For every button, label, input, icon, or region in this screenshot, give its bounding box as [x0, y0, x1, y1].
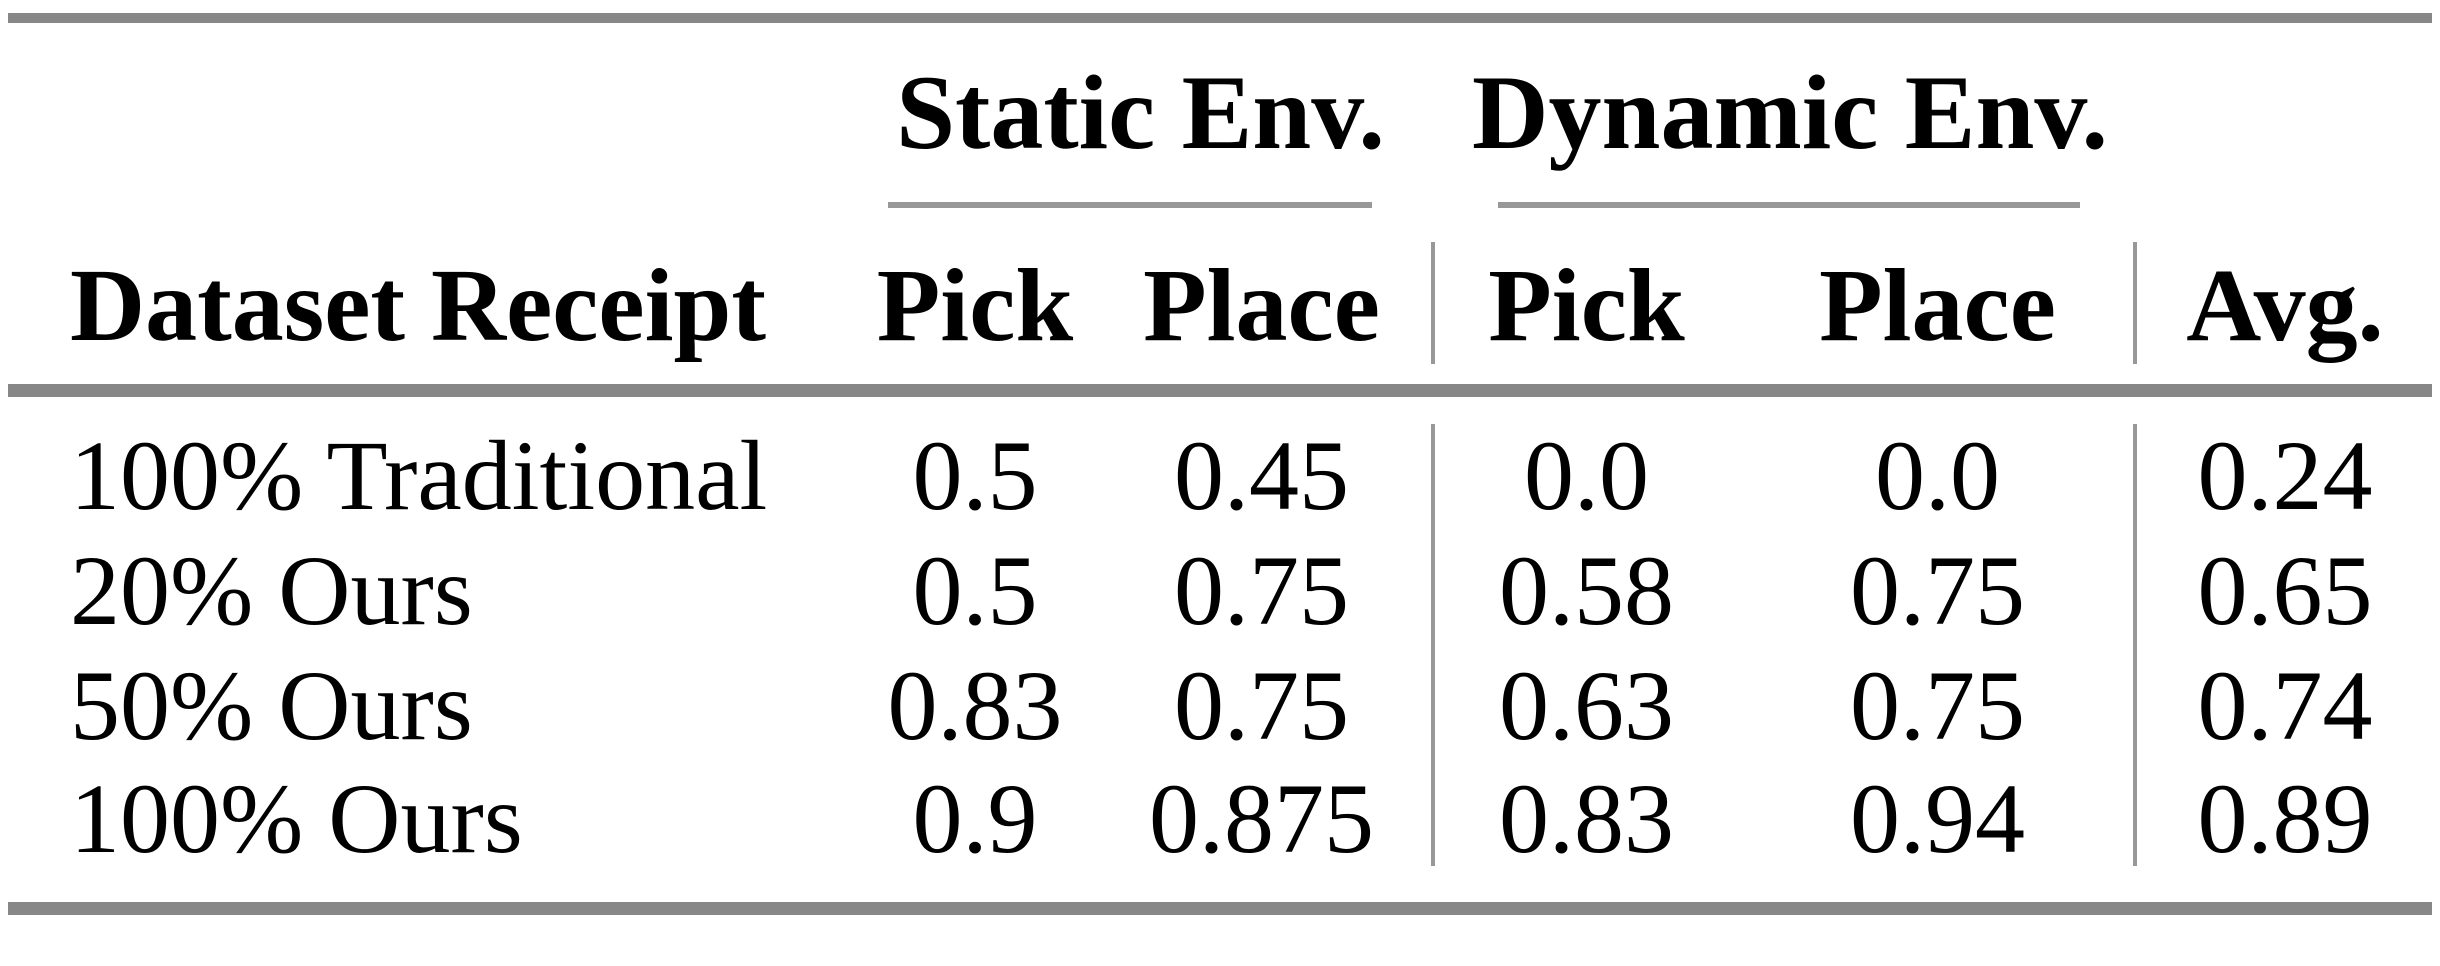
cell-dynamic-pick: 0.83 [1499, 763, 1674, 874]
table-header-row: Dataset Receipt Pick Place Pick Place Av… [0, 240, 2440, 370]
row-label: 20% Ours [70, 535, 473, 646]
header-dynamic-place: Place [1819, 247, 2056, 363]
cell-static-place: 0.875 [1149, 763, 1374, 874]
table-bottom-rule [8, 902, 2432, 915]
table-row: 50% Ours 0.83 0.75 0.63 0.75 0.74 [0, 648, 2440, 763]
row-label: 50% Ours [70, 650, 473, 761]
cell-avg: 0.65 [2197, 535, 2373, 646]
row-label: 100% Traditional [70, 420, 768, 531]
cell-static-pick: 0.83 [887, 650, 1063, 761]
header-avg: Avg. [2186, 247, 2384, 363]
header-static-pick: Pick [876, 247, 1074, 363]
vertical-separator-avg [2133, 242, 2137, 364]
cell-static-place: 0.75 [1174, 535, 1349, 646]
vertical-separator-static-dynamic [1431, 424, 1435, 866]
cell-static-pick: 0.9 [912, 763, 1038, 874]
table-row: 100% Traditional 0.5 0.45 0.0 0.0 0.24 [0, 418, 2440, 533]
table-top-rule [8, 13, 2432, 23]
row-label: 100% Ours [70, 763, 523, 874]
cell-static-place: 0.45 [1174, 420, 1349, 531]
vertical-separator-static-dynamic [1431, 242, 1435, 364]
cell-dynamic-place: 0.0 [1875, 420, 2000, 531]
column-group-dynamic-env: Dynamic Env. [1471, 54, 2109, 171]
header-static-place: Place [1143, 247, 1380, 363]
cell-static-pick: 0.5 [912, 420, 1038, 531]
cell-avg: 0.89 [2197, 763, 2373, 874]
cell-dynamic-place: 0.75 [1850, 650, 2025, 761]
column-group-static-env: Static Env. [896, 54, 1385, 171]
cell-avg: 0.24 [2197, 420, 2373, 531]
table-header-rule [8, 384, 2432, 397]
dynamic-env-underline-rule [1498, 202, 2080, 208]
cell-static-pick: 0.5 [912, 535, 1038, 646]
static-env-underline-rule [888, 202, 1372, 208]
cell-dynamic-place: 0.75 [1850, 535, 2025, 646]
cell-avg: 0.74 [2197, 650, 2373, 761]
cell-dynamic-pick: 0.63 [1499, 650, 1674, 761]
cell-dynamic-pick: 0.58 [1499, 535, 1674, 646]
header-dynamic-pick: Pick [1488, 247, 1685, 363]
header-dataset-receipt: Dataset Receipt [70, 247, 766, 363]
vertical-separator-avg [2133, 424, 2137, 866]
table-row: 100% Ours 0.9 0.875 0.83 0.94 0.89 [0, 761, 2440, 876]
cell-static-place: 0.75 [1174, 650, 1349, 761]
table-row: 20% Ours 0.5 0.75 0.58 0.75 0.65 [0, 533, 2440, 648]
cell-dynamic-pick: 0.0 [1524, 420, 1649, 531]
cell-dynamic-place: 0.94 [1850, 763, 2025, 874]
